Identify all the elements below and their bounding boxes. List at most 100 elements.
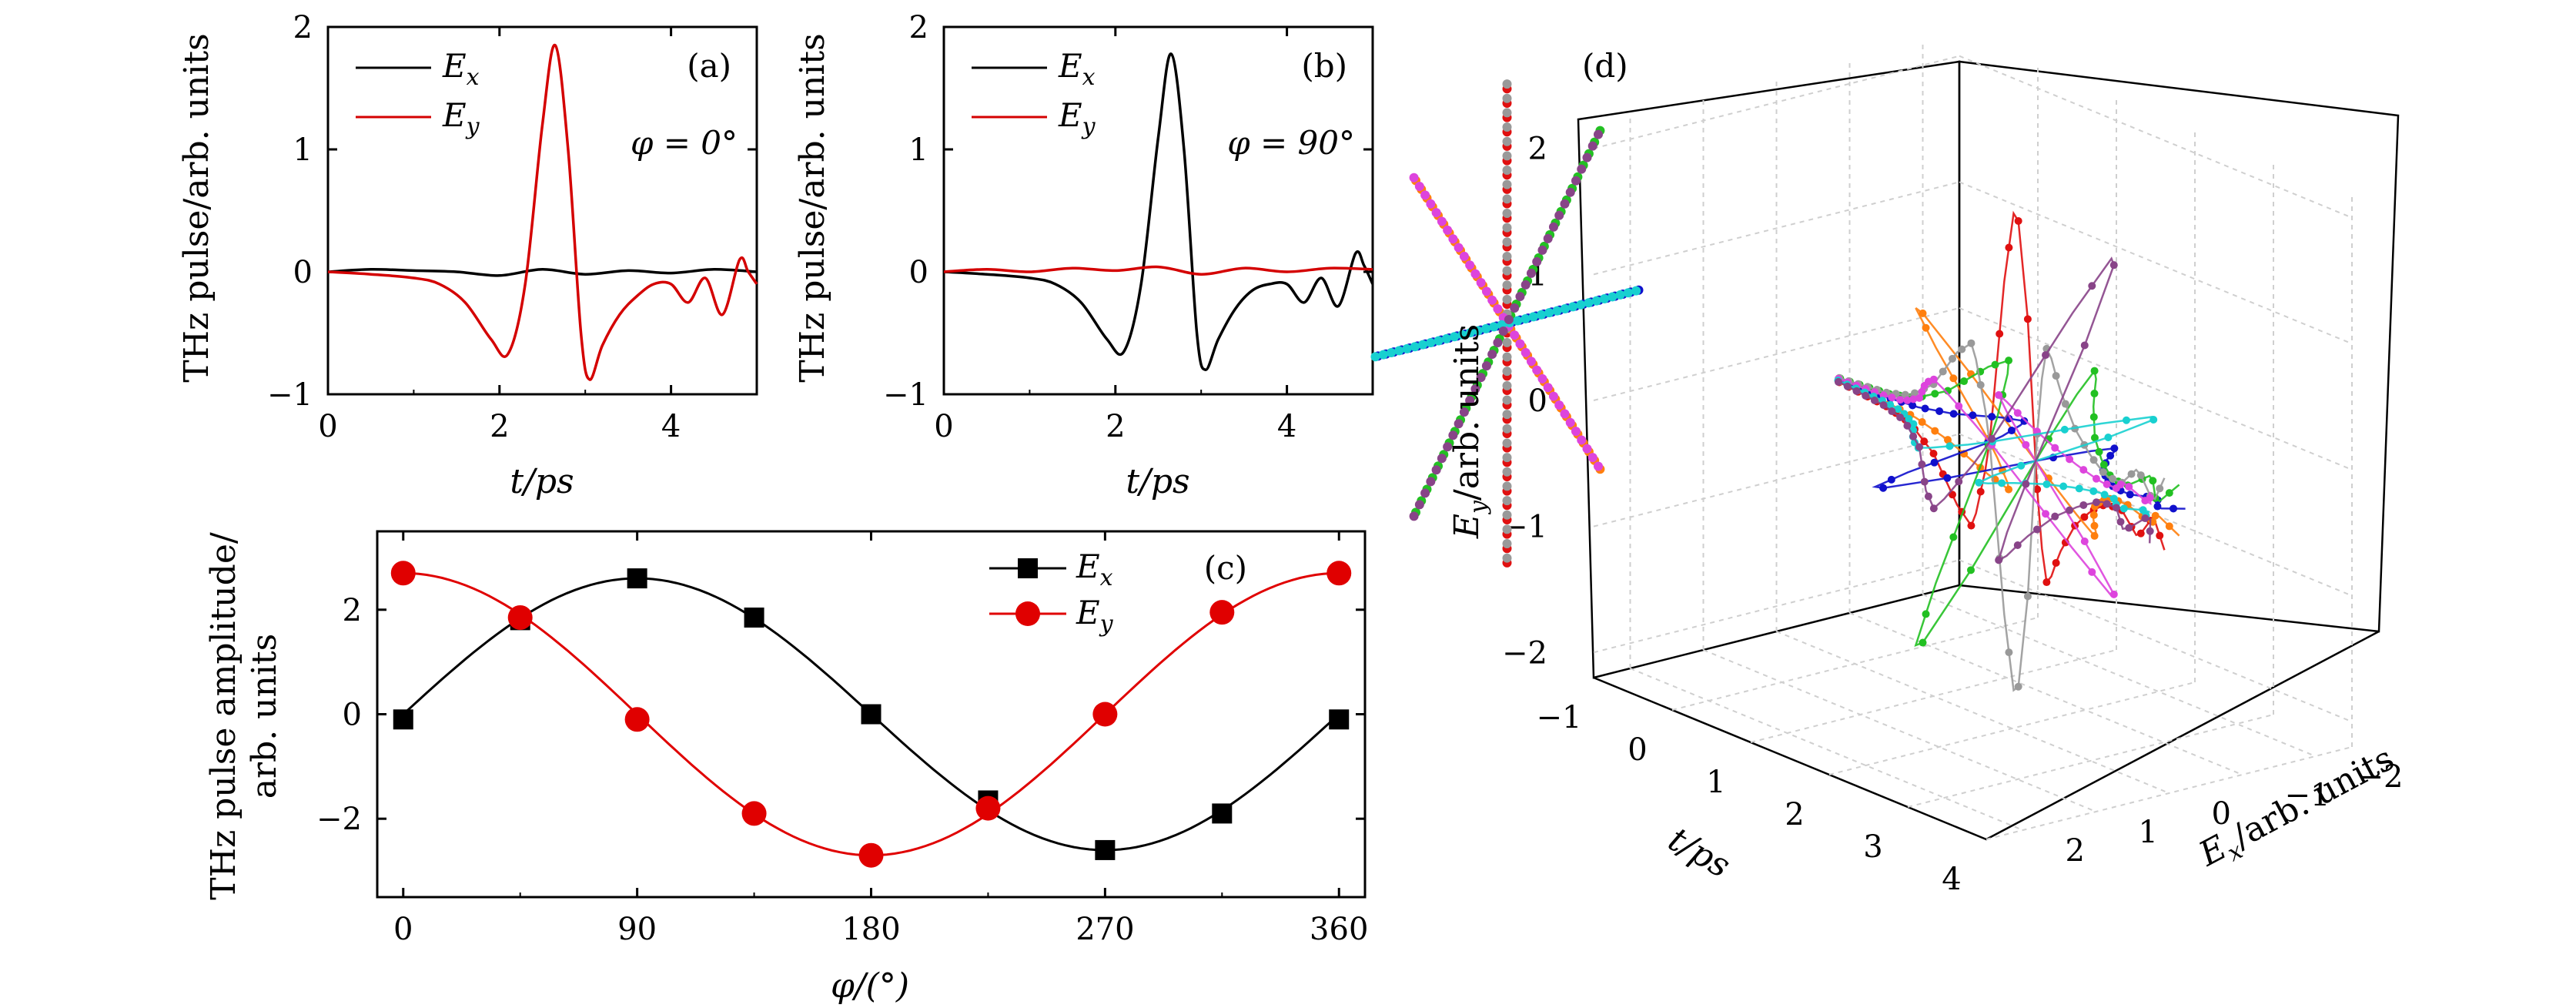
panel-d-ey-tick-label: 2 bbox=[1528, 132, 1547, 167]
panel-d-projection-point bbox=[1502, 93, 1512, 103]
panel-c-xtick-label: 0 bbox=[393, 912, 413, 947]
panel-d-point bbox=[2153, 502, 2162, 511]
panel-c-point-ex bbox=[744, 607, 764, 628]
panel-d-point bbox=[1967, 339, 1975, 347]
panel-b-ytick-label: 2 bbox=[909, 10, 928, 45]
panel-d-point bbox=[2110, 444, 2119, 453]
panel-d-point bbox=[1905, 414, 1913, 423]
panel-d-point bbox=[1888, 407, 1896, 416]
panel-d-point bbox=[2095, 447, 2103, 456]
panel-d-point bbox=[2061, 400, 2069, 408]
panel-d-projection-point bbox=[1481, 286, 1491, 296]
panel-d-point bbox=[2080, 341, 2089, 350]
panel-d-point bbox=[1945, 442, 1954, 450]
panel-d-point bbox=[2151, 511, 2159, 520]
panel-d-grid-line bbox=[1959, 55, 2353, 219]
panel-d-point bbox=[2059, 482, 2068, 491]
panel-d-point bbox=[2109, 261, 2118, 270]
panel-a-ytick-label: 2 bbox=[293, 10, 313, 45]
panel-d-grid-line bbox=[1593, 559, 1960, 654]
panel-d-projection-point bbox=[1414, 500, 1424, 510]
panel-d-point bbox=[1919, 309, 1927, 317]
panel-d-point bbox=[2023, 592, 2032, 601]
panel-d-point bbox=[2089, 487, 2098, 495]
panel-d-projection-point bbox=[1431, 465, 1441, 475]
panel-d-point bbox=[2080, 537, 2089, 546]
panel-d-point bbox=[2017, 461, 2026, 470]
panel-c-label: (c) bbox=[1204, 549, 1247, 587]
panel-d-grid-line bbox=[1959, 181, 2353, 345]
panel-d-point bbox=[2090, 390, 2099, 398]
panel-d-point bbox=[2033, 485, 2042, 494]
panel-d-point bbox=[1843, 382, 1852, 390]
panel-c-ytick-label: −2 bbox=[316, 802, 362, 837]
panel-d-grid-line bbox=[1593, 181, 1960, 276]
panel-d-point bbox=[1929, 504, 1938, 513]
panel-d-projection-point bbox=[1502, 481, 1512, 491]
panel-c-point-ey bbox=[1092, 702, 1118, 727]
panel-d-point bbox=[2052, 558, 2060, 567]
panel-d-projection-point bbox=[1571, 176, 1581, 186]
panel-d-point bbox=[2066, 506, 2074, 514]
panel-d-grid-line bbox=[1959, 307, 2353, 471]
panel-d-point bbox=[2104, 434, 2113, 441]
panel-b-frame bbox=[942, 25, 1374, 396]
panel-d-point bbox=[1852, 387, 1861, 395]
panel-d-point bbox=[1909, 401, 1917, 410]
panel-c-ytick-label: 0 bbox=[343, 698, 362, 733]
panel-a-xtick-label: 0 bbox=[318, 409, 337, 444]
panel-c-point-ey bbox=[390, 561, 416, 586]
panel-d-point bbox=[1995, 391, 2003, 400]
panel-d-projection-point bbox=[1502, 410, 1512, 420]
panel-d-projection-point bbox=[1502, 237, 1512, 247]
panel-d-projection-point bbox=[1473, 326, 1483, 336]
panel-b-label: (b) bbox=[1301, 47, 1347, 85]
panel-d-projection-point bbox=[1431, 208, 1441, 218]
panel-d-projection-point bbox=[1554, 210, 1564, 220]
panel-d-grid-line bbox=[1849, 612, 2243, 775]
panel-d-projection-point bbox=[1552, 306, 1562, 316]
panel-d-point bbox=[2146, 494, 2154, 502]
panel-a-legend-ey: Ey bbox=[442, 96, 480, 140]
panel-d-point bbox=[1996, 330, 2004, 338]
panel-d-projection-point bbox=[1502, 337, 1512, 347]
panel-d-point bbox=[2032, 525, 2041, 534]
panel-c-point-ey bbox=[624, 707, 650, 732]
panel-d-projection-point bbox=[1510, 330, 1520, 340]
panel-d-projection-point bbox=[1409, 172, 1419, 183]
panel-d-point bbox=[2042, 578, 2051, 587]
panel-d-projection-point bbox=[1502, 280, 1512, 290]
panel-d-point bbox=[2013, 541, 2022, 549]
panel-d-projection-point bbox=[1526, 357, 1536, 367]
panel-d-projection-point bbox=[1454, 243, 1464, 253]
panel-d-tlabel: t/ps bbox=[1661, 820, 1737, 886]
panel-d-projection-point bbox=[1528, 312, 1538, 322]
panel-d-point bbox=[2149, 477, 2157, 485]
panel-d-grid-line bbox=[1922, 594, 2316, 757]
panel-d-projection-point bbox=[1434, 336, 1444, 346]
panel-d-point bbox=[1918, 418, 1926, 427]
panel-d-projection-point bbox=[1498, 327, 1508, 337]
panel-c-ylabel-line1: THz pulse amplitude/ bbox=[204, 532, 243, 900]
panel-a-ytick-label: −1 bbox=[267, 377, 313, 413]
panel-d-point bbox=[1976, 487, 1985, 496]
panel-d-point bbox=[1911, 389, 1919, 397]
panel-d-projection-point bbox=[1515, 339, 1525, 349]
panel-d-projection-point bbox=[1502, 266, 1512, 276]
panel-d-point bbox=[1931, 390, 1939, 398]
panel-c-point-ex bbox=[393, 709, 413, 730]
panel-c-xtick-label: 90 bbox=[617, 912, 657, 947]
panel-c-point-ey bbox=[1326, 561, 1352, 586]
panel-d-projection-point bbox=[1502, 496, 1512, 506]
panel-c-point-ex bbox=[1095, 839, 1116, 860]
panel-d-projection-point bbox=[1448, 234, 1458, 244]
panel-d-point bbox=[1967, 566, 1975, 574]
panel-d-point bbox=[1909, 432, 1918, 440]
panel-d-projection-point bbox=[1489, 322, 1499, 332]
panel-d-projection-point bbox=[1420, 190, 1430, 200]
panel-d-projection-point bbox=[1560, 409, 1570, 419]
panel-d-grid-line bbox=[1630, 668, 2023, 831]
panel-b-ytick-label: −1 bbox=[883, 377, 928, 413]
